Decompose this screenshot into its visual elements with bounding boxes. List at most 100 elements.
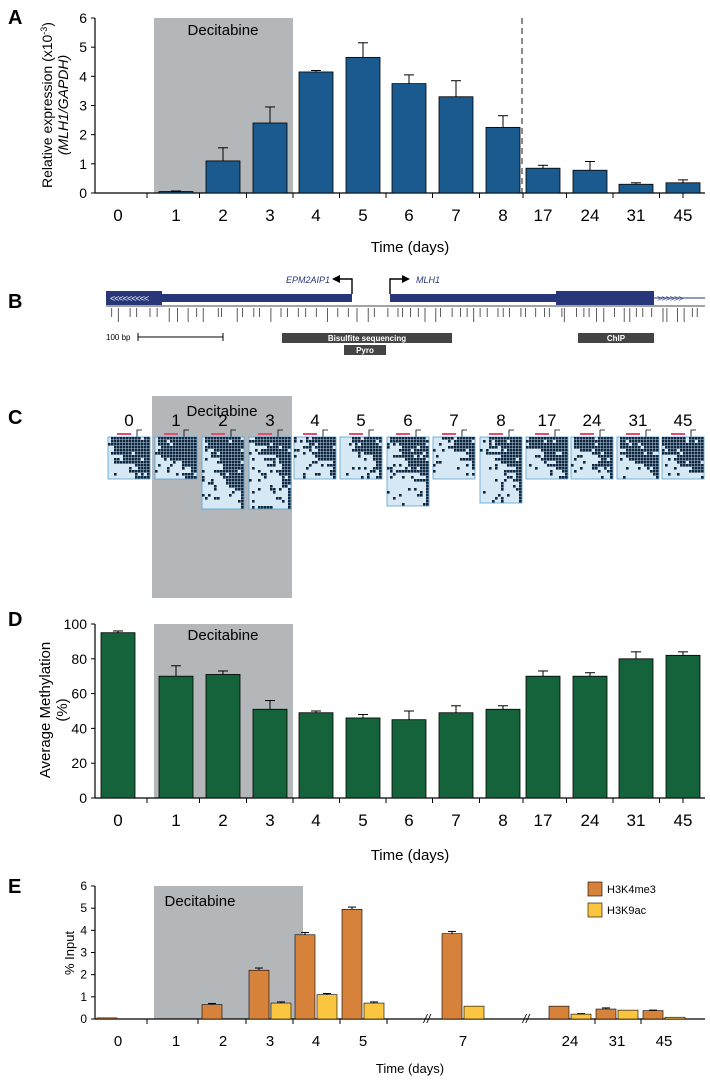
methylated-cpg (220, 473, 223, 476)
methylated-cpg (241, 467, 244, 470)
methylated-cpg (562, 449, 565, 452)
methylated-cpg (405, 437, 408, 440)
methylated-cpg (396, 470, 399, 473)
methylated-cpg (241, 464, 244, 467)
clone-day-label: 8 (496, 411, 505, 430)
methylated-cpg (650, 437, 653, 440)
methylated-cpg (211, 443, 214, 446)
methylated-cpg (126, 455, 129, 458)
methylated-cpg (504, 470, 507, 473)
methylated-cpg (188, 446, 191, 449)
methylated-cpg (489, 443, 492, 446)
methylated-cpg (623, 446, 626, 449)
methylated-cpg (144, 476, 147, 479)
methylated-cpg (662, 449, 665, 452)
methylated-cpg (635, 440, 638, 443)
methylated-cpg (519, 449, 522, 452)
methylated-cpg (556, 443, 559, 446)
methylated-cpg (411, 455, 414, 458)
methylated-cpg (238, 467, 241, 470)
methylated-cpg (270, 464, 273, 467)
clone-grid-day-3 (248, 436, 292, 510)
methylated-cpg (235, 485, 238, 488)
methylated-cpg (258, 452, 261, 455)
methylated-cpg (592, 452, 595, 455)
y-tick-label: 1 (79, 156, 87, 172)
methylated-cpg (241, 491, 244, 494)
methylated-cpg (680, 461, 683, 464)
forward-strand-arrows: >>>>>> (657, 294, 683, 304)
methylated-cpg (270, 506, 273, 509)
methylated-cpg (373, 443, 376, 446)
methylated-cpg (223, 449, 226, 452)
methylated-cpg (623, 476, 626, 479)
methylated-cpg (188, 464, 191, 467)
methylated-cpg (516, 449, 519, 452)
methylated-cpg (411, 470, 414, 473)
methylated-cpg (373, 467, 376, 470)
methylated-cpg (414, 440, 417, 443)
methylated-cpg (610, 458, 613, 461)
methylated-cpg (580, 437, 583, 440)
methylated-cpg (677, 446, 680, 449)
methylated-cpg (226, 467, 229, 470)
methylated-cpg (686, 458, 689, 461)
methylated-cpg (513, 479, 516, 482)
methylated-cpg (601, 476, 604, 479)
methylated-cpg (519, 452, 522, 455)
methylated-cpg (426, 467, 429, 470)
methylated-cpg (399, 470, 402, 473)
methylated-cpg (170, 440, 173, 443)
methylated-cpg (241, 455, 244, 458)
methylated-cpg (492, 446, 495, 449)
methylated-cpg (235, 443, 238, 446)
methylated-cpg (241, 494, 244, 497)
y-tick-label: 2 (79, 127, 87, 143)
methylated-cpg (229, 479, 232, 482)
panel-d-letter: D (8, 609, 22, 631)
methylated-cpg (504, 461, 507, 464)
methylated-cpg (653, 467, 656, 470)
methylated-cpg (577, 437, 580, 440)
methylated-cpg (501, 482, 504, 485)
methylated-cpg (267, 458, 270, 461)
methylated-cpg (211, 446, 214, 449)
methylated-cpg (501, 452, 504, 455)
methylated-cpg (686, 443, 689, 446)
methylated-cpg (264, 506, 267, 509)
methylated-cpg (217, 440, 220, 443)
methylated-cpg (364, 452, 367, 455)
methylated-cpg (164, 452, 167, 455)
methylated-cpg (185, 461, 188, 464)
methylated-cpg (598, 443, 601, 446)
methylated-cpg (553, 446, 556, 449)
methylated-cpg (114, 458, 117, 461)
methylated-cpg (367, 440, 370, 443)
methylated-cpg (426, 440, 429, 443)
bar-day-7 (438, 712, 474, 799)
methylated-cpg (235, 461, 238, 464)
methylated-cpg (367, 449, 370, 452)
methylated-cpg (235, 449, 238, 452)
methylated-cpg (361, 443, 364, 446)
methylated-cpg (129, 458, 132, 461)
epm2aip1-tss-arrow (338, 278, 353, 294)
methylated-cpg (647, 458, 650, 461)
methylated-cpg (191, 476, 194, 479)
methylated-cpg (436, 461, 439, 464)
methylated-cpg (556, 437, 559, 440)
methylated-cpg (273, 464, 276, 467)
methylated-cpg (559, 476, 562, 479)
methylated-cpg (279, 449, 282, 452)
methylated-cpg (463, 437, 466, 440)
methylated-cpg (507, 446, 510, 449)
methylated-cpg (176, 458, 179, 461)
methylated-cpg (698, 452, 701, 455)
methylated-cpg (501, 485, 504, 488)
methylated-cpg (285, 464, 288, 467)
methylated-cpg (276, 440, 279, 443)
methylated-cpg (376, 449, 379, 452)
methylated-cpg (559, 467, 562, 470)
methylated-cpg (426, 497, 429, 500)
methylated-cpg (318, 458, 321, 461)
